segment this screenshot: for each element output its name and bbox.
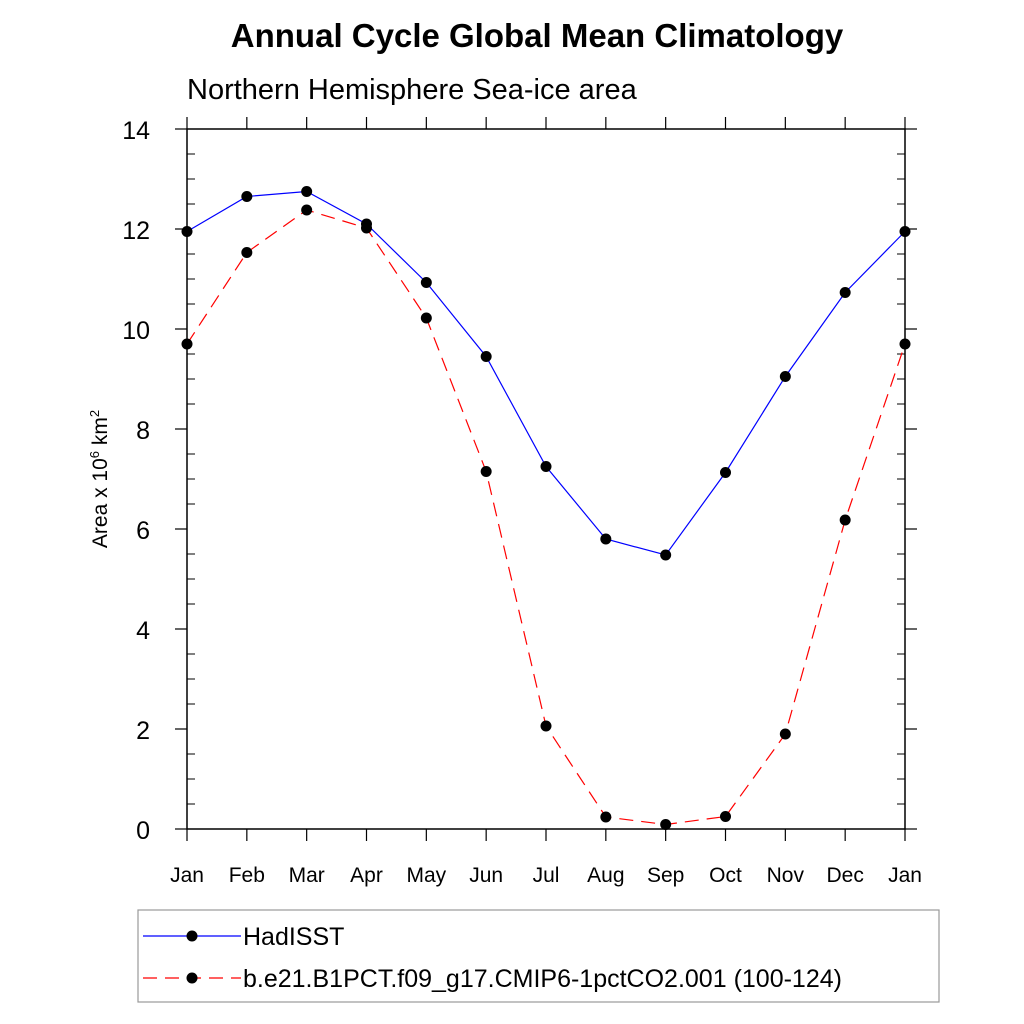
data-point: [540, 720, 552, 732]
legend: HadISST b.e21.B1PCT.f09_g17.CMIP6-1pctCO2…: [137, 909, 940, 1003]
legend-marker: [186, 972, 198, 984]
x-tick-label: Jan: [888, 864, 922, 887]
x-tick-labels: Jan Feb Mar Apr May Jun Jul Aug Sep Oct Nov Dec Jan: [170, 864, 922, 887]
data-point: [839, 514, 851, 526]
series-line-0: [186, 190, 906, 556]
data-point: [241, 191, 253, 202]
data-point: [301, 204, 313, 216]
data-point: [600, 811, 612, 823]
y-tick-labels: 0 2 4 6 8 10 12 14: [122, 117, 150, 845]
y-axis-label: Area x 106 km2: [87, 410, 112, 548]
data-point: [660, 819, 672, 830]
legend-label: b.e21.B1PCT.f09_g17.CMIP6-1pctCO2.001 (1…: [243, 965, 842, 993]
x-tick-label: Dec: [826, 864, 863, 887]
x-tick-label: Mar: [289, 864, 325, 887]
data-point: [720, 467, 731, 478]
y-tick-label: 2: [136, 717, 150, 745]
x-tick-label: Aug: [587, 864, 624, 887]
x-tick-label: Feb: [229, 864, 265, 887]
series-layer: [181, 186, 911, 830]
data-point: [540, 461, 552, 472]
data-point: [301, 186, 313, 197]
data-point: [720, 811, 731, 822]
data-point: [600, 533, 612, 545]
data-point: [361, 222, 372, 234]
plot-frame: [186, 128, 906, 830]
chart-title: Annual Cycle Global Mean Climatology: [231, 17, 844, 54]
x-tick-label: Nov: [767, 864, 805, 887]
data-point: [660, 549, 672, 561]
data-point: [480, 351, 492, 362]
y-tick-label: 14: [122, 117, 150, 145]
series-line-1: [186, 209, 906, 826]
x-tick-label: Apr: [350, 864, 383, 887]
y-tick-label: 10: [122, 317, 150, 345]
y-tick-label: 6: [136, 517, 150, 545]
x-tick-label: May: [406, 864, 446, 887]
x-tick-label: Oct: [709, 864, 742, 887]
data-point: [241, 247, 253, 258]
x-tick-label: Jul: [533, 864, 560, 887]
y-tick-label: 4: [136, 617, 150, 645]
data-point: [779, 371, 791, 382]
y-tick-label: 0: [136, 817, 150, 845]
data-point: [839, 287, 851, 298]
y-tick-label: 8: [136, 417, 150, 445]
legend-marker: [186, 930, 198, 942]
data-point: [779, 728, 791, 740]
chart-subtitle: Northern Hemisphere Sea-ice area: [187, 74, 638, 106]
legend-label: HadISST: [243, 923, 344, 951]
x-tick-label: Jun: [469, 864, 503, 887]
y-tick-label: 12: [122, 217, 150, 245]
x-tick-label: Sep: [647, 864, 684, 887]
data-point: [480, 466, 492, 477]
x-tick-label: Jan: [170, 864, 204, 887]
axis-ticks: [175, 117, 917, 841]
legend-box: [137, 909, 940, 1003]
data-point: [420, 312, 432, 324]
data-point: [420, 277, 432, 288]
